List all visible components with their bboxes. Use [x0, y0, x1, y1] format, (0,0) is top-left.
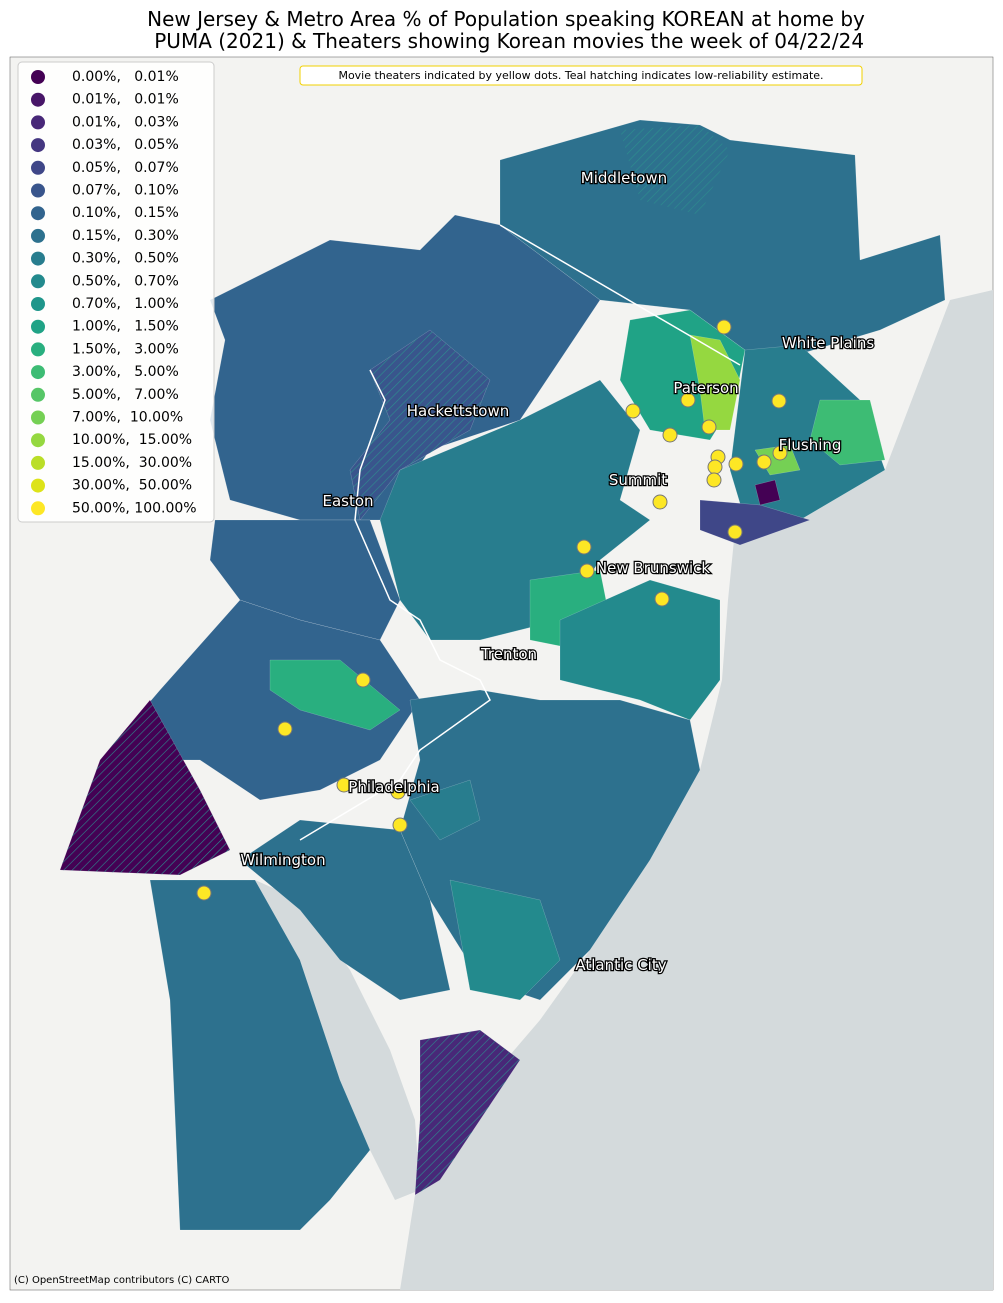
legend-label: 0.70%, 1.00%	[72, 296, 179, 312]
legend-label: 0.30%, 0.50%	[72, 251, 179, 267]
place-label: Middletown	[581, 169, 667, 187]
legend-label: 5.00%, 7.00%	[72, 387, 179, 403]
legend-swatch	[31, 138, 45, 153]
place-label: Paterson	[673, 379, 738, 397]
title: New Jersey & Metro Area % of Population …	[147, 7, 865, 31]
theater-dot	[756, 454, 772, 470]
theater-dot	[716, 319, 732, 335]
legend-swatch	[31, 115, 45, 130]
theater-dot	[706, 472, 722, 488]
legend-label: 0.01%, 0.03%	[72, 114, 179, 130]
theater-dot	[771, 393, 787, 409]
place-label: Wilmington	[240, 851, 325, 869]
place-label: White Plains	[782, 334, 874, 352]
theaters	[196, 319, 788, 901]
theater-dot	[701, 419, 717, 435]
legend-swatch	[31, 319, 45, 334]
legend-label: 30.00%, 50.00%	[72, 478, 192, 494]
theater-dot	[392, 817, 408, 833]
legend-swatch	[31, 228, 45, 243]
place-label: Summit	[609, 471, 667, 489]
theater-dot	[579, 563, 595, 579]
legend-label: 0.07%, 0.10%	[72, 183, 179, 199]
legend-label: 3.00%, 5.00%	[72, 364, 179, 380]
theater-dot	[652, 494, 668, 510]
theater-dot	[654, 591, 670, 607]
theater-dot	[727, 524, 743, 540]
theater-dot	[336, 777, 352, 793]
theater-dot	[625, 403, 641, 419]
theater-dot	[355, 672, 371, 688]
legend-swatch	[31, 455, 45, 470]
map	[9, 56, 994, 1291]
legend-swatch	[31, 183, 45, 198]
place-label: Hackettstown	[407, 402, 510, 420]
theater-dot	[680, 392, 696, 408]
legend-label: 1.00%, 1.50%	[72, 319, 179, 335]
place-label: Trenton	[480, 645, 537, 663]
legend-swatch	[31, 160, 45, 175]
place-label: New Brunswick	[596, 559, 710, 577]
legend-swatch	[31, 433, 45, 448]
legend-swatch	[31, 70, 45, 84]
legend-label: 1.50%, 3.00%	[72, 341, 179, 357]
attribution: (C) OpenStreetMap contributors (C) CARTO	[14, 1275, 229, 1286]
place-label: Philadelphia	[348, 778, 439, 796]
legend-swatch	[31, 387, 45, 402]
note-box	[299, 65, 863, 86]
legend-label: 0.03%, 0.05%	[72, 137, 179, 153]
legend-label: 0.01%, 0.01%	[72, 92, 179, 108]
theater-dot	[662, 427, 678, 443]
legend-swatch	[31, 501, 45, 516]
legend-label: 7.00%, 10.00%	[72, 410, 183, 426]
legend-label: 10.00%, 15.00%	[72, 432, 192, 448]
theater-dot	[390, 784, 406, 800]
place-label: Easton	[322, 492, 373, 510]
legend-swatch	[31, 365, 45, 380]
theater-dot	[707, 459, 723, 475]
legend-swatch	[31, 274, 45, 289]
legend-label: 0.00%, 0.01%	[72, 69, 179, 85]
theater-dot	[772, 445, 788, 461]
legend-swatch	[31, 251, 45, 266]
place-labels: Middletown White Plains Paterson Hackett…	[239, 168, 875, 976]
theater-dot	[728, 456, 744, 472]
legend-label: 15.00%, 30.00%	[72, 455, 192, 471]
legend: 0.00%, 0.01% 0.01%, 0.01% 0.01%, 0.03% 0.03…	[31, 69, 197, 516]
legend-label: 0.05%, 0.07%	[72, 160, 179, 176]
legend-box	[17, 61, 215, 523]
legend-label: 50.00%, 100.00%	[72, 500, 197, 516]
legend-swatch	[31, 297, 45, 311]
legend-swatch	[31, 478, 45, 493]
place-label: Atlantic City	[575, 956, 666, 974]
legend-label: 0.15%, 0.30%	[72, 228, 179, 244]
legend-swatch	[31, 206, 45, 221]
legend-label: 0.50%, 0.70%	[72, 273, 179, 289]
legend-swatch	[31, 92, 45, 107]
note: Movie theaters indicated by yellow dots.…	[338, 69, 823, 82]
place-label: Flushing	[779, 436, 842, 454]
legend-swatch	[31, 342, 45, 357]
title: PUMA (2021) & Theaters showing Korean mo…	[148, 29, 864, 53]
theater-dot	[576, 539, 592, 555]
legend-label: 0.10%, 0.15%	[72, 205, 179, 221]
theater-dot	[196, 885, 212, 901]
theater-dot	[277, 721, 293, 737]
legend-swatch	[31, 410, 45, 425]
